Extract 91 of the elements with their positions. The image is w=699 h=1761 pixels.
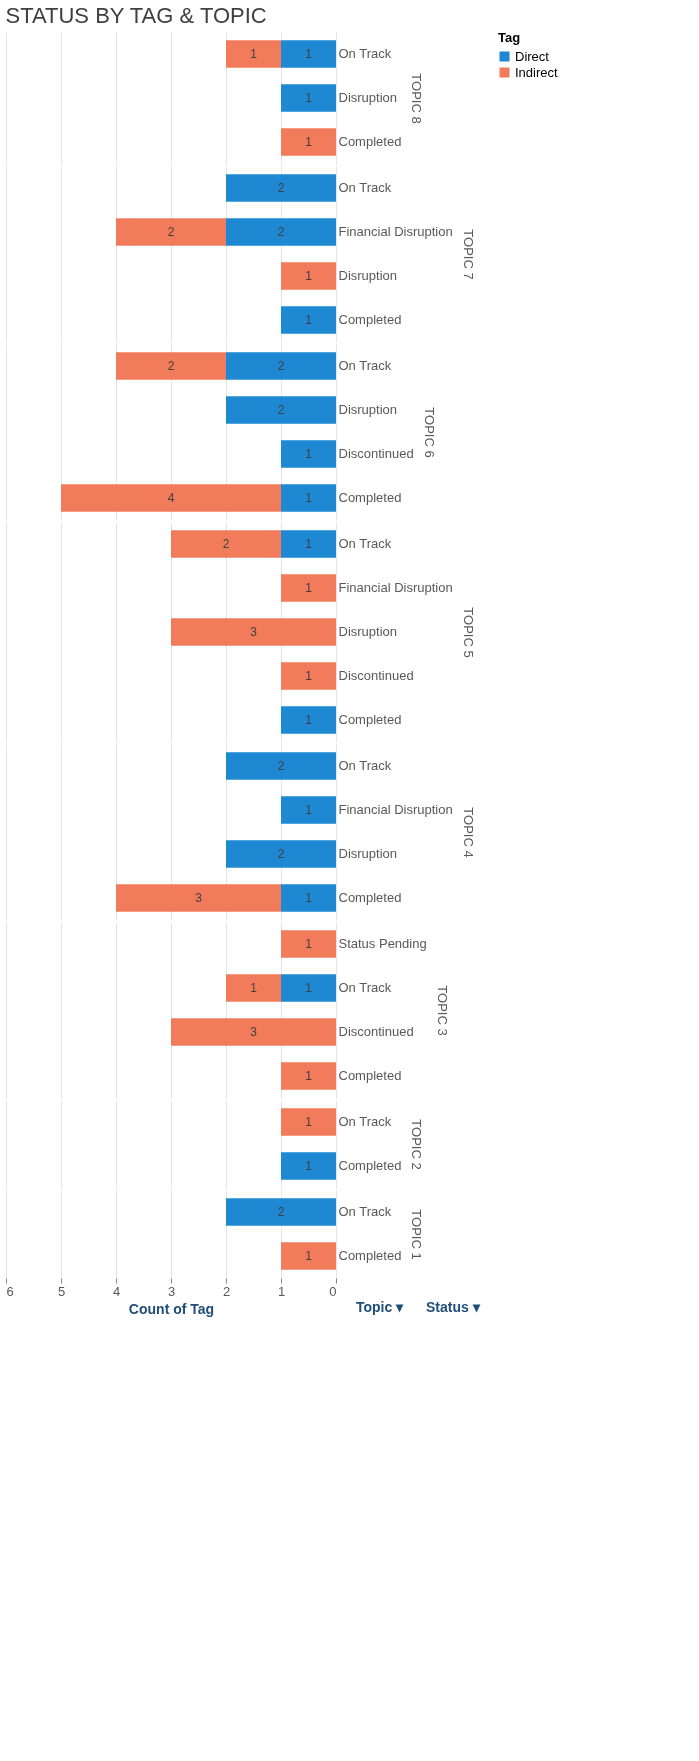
y-tick-label: Disruption <box>338 90 398 105</box>
data-label: 2 <box>277 225 285 239</box>
x-tick-label: 3 <box>167 1283 176 1299</box>
y-tick-label: Completed <box>338 1158 402 1173</box>
y-tick-label: Discontinued <box>338 668 414 683</box>
y-tick-label: On Track <box>338 980 392 995</box>
data-label: 4 <box>167 491 175 505</box>
x-tick-label: 6 <box>6 1283 14 1299</box>
y-tick-label: Disruption <box>338 268 398 283</box>
data-label: 1 <box>305 1249 313 1263</box>
data-label: 1 <box>305 269 313 283</box>
legend-label: Direct <box>515 48 550 64</box>
y-tick-label: Completed <box>338 312 402 327</box>
x-axis-title: Count of Tag <box>128 1300 215 1317</box>
y-tick-label: On Track <box>338 46 392 61</box>
y-tick-label: On Track <box>338 1204 392 1219</box>
y-tick-label: Completed <box>338 134 402 149</box>
data-label: 1 <box>305 937 313 951</box>
y-tick-label: Status Pending <box>338 936 427 951</box>
data-label: 1 <box>305 981 313 995</box>
legend-title: Tag <box>498 30 521 45</box>
y-axis-title: TOPIC 3 <box>434 985 450 1036</box>
y-tick-label: On Track <box>338 180 392 195</box>
data-label: 1 <box>305 803 313 817</box>
data-label: 2 <box>277 759 285 773</box>
data-label: 1 <box>305 581 313 595</box>
y-tick-label: Disruption <box>338 402 398 417</box>
y-tick-label: On Track <box>338 1114 392 1129</box>
data-label: 1 <box>305 135 313 149</box>
bar <box>281 484 336 512</box>
x-tick-label: 0 <box>329 1283 337 1299</box>
text: Topic ▾ <box>356 1299 405 1315</box>
data-label: 2 <box>167 359 175 373</box>
y-tick-label: On Track <box>338 536 392 551</box>
x-tick-label: 5 <box>57 1283 66 1299</box>
data-label: 2 <box>277 1205 285 1219</box>
x-tick-label: 1 <box>277 1283 286 1299</box>
data-label: 1 <box>305 891 313 905</box>
text: Status ▾ <box>426 1299 481 1315</box>
data-label: 1 <box>250 981 258 995</box>
legend-label: Indirect <box>515 64 559 80</box>
y-tick-label: Completed <box>338 1248 402 1263</box>
chart-title: STATUS BY TAG & TOPIC <box>5 3 267 28</box>
data-label: 2 <box>222 537 230 551</box>
bar <box>281 440 336 468</box>
y-axis-title: TOPIC 1 <box>409 1209 425 1260</box>
data-label: 2 <box>277 181 285 195</box>
data-label: 1 <box>305 91 313 105</box>
data-label: 2 <box>167 225 175 239</box>
x-tick-label: 4 <box>112 1283 121 1299</box>
data-label: 1 <box>305 447 313 461</box>
data-label: 3 <box>195 891 203 905</box>
data-label: 1 <box>305 669 313 683</box>
y-axis-title: TOPIC 8 <box>409 73 425 124</box>
y-tick-label: On Track <box>338 358 392 373</box>
bar <box>116 352 226 380</box>
y-tick-label: Financial Disruption <box>338 580 453 595</box>
bar <box>226 352 336 380</box>
data-label: 2 <box>277 359 285 373</box>
data-label: 1 <box>305 491 313 505</box>
y-tick-label: Financial Disruption <box>338 802 453 817</box>
bar <box>226 396 336 424</box>
y-tick-label: Disruption <box>338 624 398 639</box>
data-label: 1 <box>305 47 313 61</box>
y-axis-title: TOPIC 7 <box>460 229 476 280</box>
data-label: 1 <box>250 47 258 61</box>
y-tick-label: Disruption <box>338 846 398 861</box>
data-label: 3 <box>250 625 258 639</box>
data-label: 1 <box>305 713 313 727</box>
y-tick-label: Financial Disruption <box>338 224 453 239</box>
y-axis-title: TOPIC 2 <box>409 1119 425 1170</box>
data-label: 1 <box>305 1115 313 1129</box>
y-axis-title: TOPIC 6 <box>421 407 437 458</box>
bar <box>61 484 281 512</box>
y-tick-label: Discontinued <box>338 1024 414 1039</box>
data-label: 3 <box>250 1025 258 1039</box>
y-tick-label: Completed <box>338 1068 402 1083</box>
x-tick-label: 2 <box>222 1283 231 1299</box>
y-tick-label: Completed <box>338 490 402 505</box>
y-axis-title: TOPIC 4 <box>460 807 476 858</box>
y-axis-title: TOPIC 5 <box>460 607 476 658</box>
y-tick-label: Completed <box>338 712 402 727</box>
data-label: 1 <box>305 537 313 551</box>
y-tick-label: Discontinued <box>338 446 414 461</box>
y-tick-label: Completed <box>338 890 402 905</box>
data-label: 2 <box>277 847 285 861</box>
data-label: 2 <box>277 403 285 417</box>
data-label: 1 <box>305 1069 313 1083</box>
y-tick-label: On Track <box>338 758 392 773</box>
data-label: 1 <box>305 313 313 327</box>
data-label: 1 <box>305 1159 313 1173</box>
